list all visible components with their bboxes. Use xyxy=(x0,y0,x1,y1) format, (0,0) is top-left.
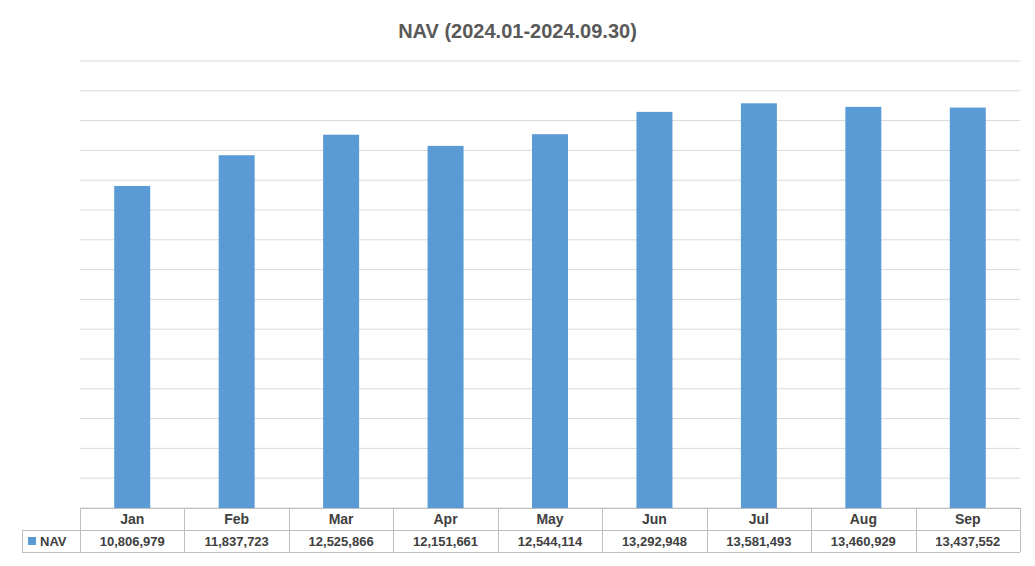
x-tick-label: Jan xyxy=(120,511,144,527)
bar xyxy=(532,134,568,508)
x-tick-label: Sep xyxy=(955,511,981,527)
grid-line xyxy=(80,61,1020,62)
x-tick-label: Jul xyxy=(749,511,769,527)
x-tick-label: Mar xyxy=(329,511,354,527)
x-tick-label: Aug xyxy=(850,511,877,527)
data-label: 13,292,948 xyxy=(622,534,687,549)
bar xyxy=(323,135,359,508)
x-tick-label: Feb xyxy=(224,511,249,527)
data-label: 13,581,493 xyxy=(726,534,791,549)
table-line xyxy=(811,508,812,552)
bar xyxy=(741,103,777,508)
table-line xyxy=(22,530,1020,531)
x-tick-label: May xyxy=(536,511,563,527)
bar xyxy=(845,107,881,508)
data-label: 12,525,866 xyxy=(309,534,374,549)
bars xyxy=(114,103,986,508)
chart-container: NAV (2024.01-2024.09.30)JanFebMarAprMayJ… xyxy=(0,0,1035,566)
data-table: Jan Feb Mar Apr May Jun Jul Aug Sep NAV 10,806,979… xyxy=(22,508,1021,553)
x-tick-label: Jun xyxy=(642,511,667,527)
grid xyxy=(80,61,1020,508)
table-line xyxy=(916,508,917,552)
bar xyxy=(950,108,986,508)
table-line xyxy=(184,508,185,552)
table-line xyxy=(22,530,23,552)
table-line xyxy=(289,508,290,552)
data-label: 13,460,929 xyxy=(831,534,896,549)
data-label: 11,837,723 xyxy=(204,534,268,549)
table-line xyxy=(602,508,603,552)
table-line xyxy=(22,552,1020,553)
table-line xyxy=(1020,508,1021,552)
data-label: 13,437,552 xyxy=(935,534,1000,549)
table-line xyxy=(707,508,708,552)
table-line xyxy=(498,508,499,552)
data-label: 10,806,979 xyxy=(100,534,165,549)
bar xyxy=(219,155,255,508)
chart: NAV (2024.01-2024.09.30)JanFebMarAprMayJ… xyxy=(0,0,1035,566)
data-label: 12,151,661 xyxy=(413,534,478,549)
table-line xyxy=(80,508,1020,509)
bar xyxy=(636,112,672,508)
legend-key xyxy=(28,537,36,545)
data-label: 12,544,114 xyxy=(518,534,583,549)
bar xyxy=(428,146,464,508)
title: NAV (2024.01-2024.09.30) xyxy=(398,20,637,42)
table-line xyxy=(80,508,81,552)
grid-line xyxy=(80,90,1020,91)
table-line xyxy=(393,508,394,552)
legend-label: NAV xyxy=(40,534,67,549)
x-tick-label: Apr xyxy=(433,511,458,527)
bar xyxy=(114,186,150,508)
